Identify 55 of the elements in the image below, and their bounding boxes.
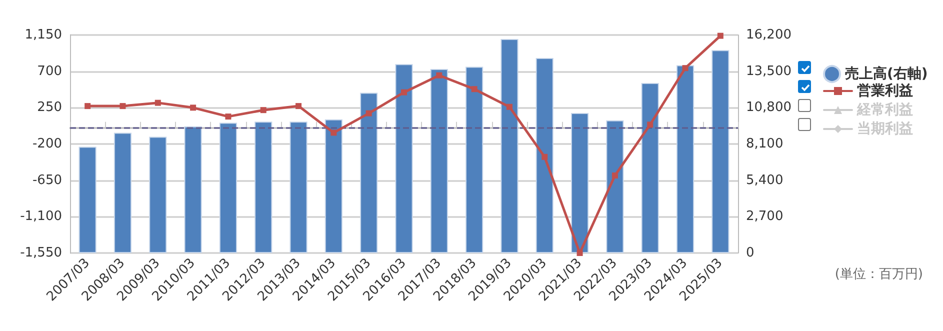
y-tick-label: 250 (37, 100, 62, 116)
legend-label: 売上高(右軸) (845, 65, 928, 82)
y2-tick-label: 2,700 (746, 209, 784, 224)
point (682, 65, 688, 72)
point (296, 103, 302, 110)
bar (606, 120, 624, 253)
y-tick-label: -650 (32, 172, 62, 188)
y2-tick-label: 13,500 (746, 64, 792, 79)
bar (360, 92, 378, 253)
bar (571, 113, 589, 253)
point (190, 104, 196, 111)
point (612, 172, 618, 178)
bar (466, 66, 484, 253)
point (506, 104, 512, 110)
y-tick-label: 1,150 (24, 28, 62, 42)
point (154, 100, 161, 106)
bar (395, 64, 413, 253)
point (542, 154, 548, 160)
y2-tick-label: 8,100 (746, 136, 784, 152)
y2-tick-label: 10,800 (746, 100, 792, 116)
bar (149, 136, 167, 253)
point (225, 114, 232, 120)
bar (641, 83, 659, 253)
bar (290, 122, 308, 253)
legend-label: 営業利益 (857, 83, 913, 99)
y-tick-label: -1,100 (20, 209, 62, 224)
point (84, 103, 91, 110)
bar (712, 50, 730, 253)
bar (114, 132, 132, 253)
bar (536, 58, 554, 253)
point (260, 107, 266, 114)
y-tick-label: 700 (37, 64, 62, 79)
point (120, 103, 126, 110)
bar (184, 126, 202, 253)
bar (500, 39, 518, 253)
bar (324, 119, 342, 253)
text: (単位：百万円) (834, 267, 924, 282)
bar (254, 122, 272, 253)
point (436, 72, 442, 78)
y2-tick-label: 0 (746, 246, 754, 260)
point (401, 89, 407, 96)
point (330, 130, 337, 136)
y-tick-label: -200 (32, 136, 62, 152)
bar (78, 146, 96, 253)
bar (219, 122, 237, 253)
point (576, 250, 583, 256)
point (717, 32, 724, 39)
bar (676, 65, 694, 253)
point (366, 110, 372, 116)
y-tick-label: -1,550 (20, 246, 62, 260)
point (647, 122, 654, 128)
y2-tick-label: 5,400 (746, 172, 784, 188)
point (471, 86, 478, 92)
bar (430, 69, 448, 253)
y2-tick-label: 16,200 (746, 28, 792, 42)
